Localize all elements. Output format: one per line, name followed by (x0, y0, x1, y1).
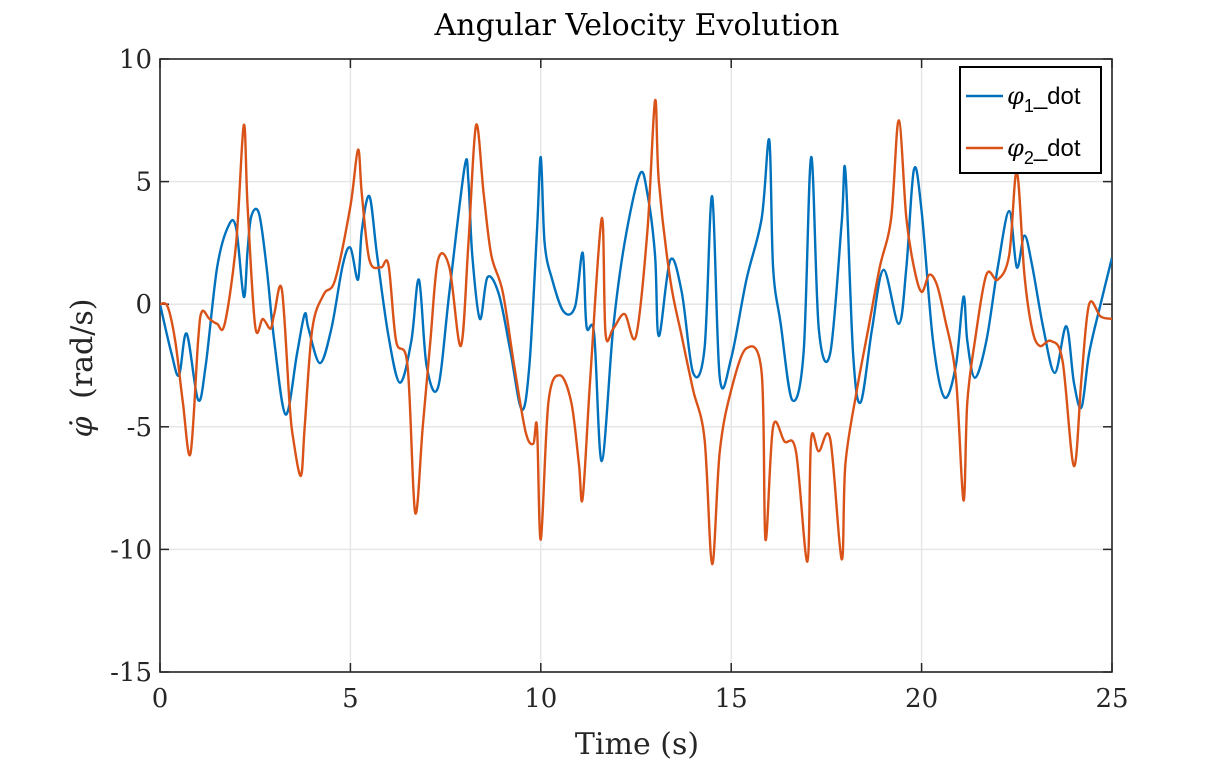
series-line-1 (160, 138, 1112, 463)
x-tick-label: 0 (152, 684, 169, 714)
legend-box (959, 66, 1102, 174)
axis-ticks: 0 5 10 15 20 25 -15 -10 -5 0 5 10 (110, 45, 1128, 714)
y-tick-label: 0 (135, 290, 152, 320)
x-tick-label: 10 (524, 684, 557, 714)
legend-symbol: φ (1007, 82, 1024, 110)
x-tick-label: 20 (905, 684, 938, 714)
y-tick-label: 5 (135, 168, 152, 198)
y-axis-label-unit: (rad/s) (65, 299, 100, 399)
y-tick-label: -10 (110, 535, 152, 565)
y-tick-label: -15 (110, 658, 152, 688)
series-line-2 (160, 98, 1112, 566)
legend-subscript: 2 (1024, 148, 1034, 168)
legend-symbol: φ (1007, 134, 1024, 162)
series-lines (160, 98, 1112, 566)
x-tick-label: 25 (1095, 684, 1128, 714)
legend-subscript: 1 (1024, 96, 1034, 116)
x-axis-label: Time (s) (575, 727, 699, 762)
y-tick-label: 10 (119, 45, 152, 75)
y-axis-label: φ̇ (rad/s) (65, 299, 100, 438)
legend-label-2: φ2_dot (1007, 134, 1081, 168)
chart-title: Angular Velocity Evolution (434, 8, 840, 43)
legend-label-1: φ1_dot (1007, 82, 1081, 116)
x-tick-label: 5 (342, 684, 359, 714)
svg-text:φ̇ (rad/s): φ̇ (rad/s) (65, 299, 100, 438)
y-axis-label-symbol: φ̇ (65, 416, 100, 437)
plot-area (159, 58, 1113, 673)
legend-suffix: _dot (1033, 135, 1081, 162)
legend-suffix: _dot (1033, 83, 1081, 110)
x-tick-label: 15 (715, 684, 748, 714)
y-tick-label: -5 (127, 413, 152, 443)
